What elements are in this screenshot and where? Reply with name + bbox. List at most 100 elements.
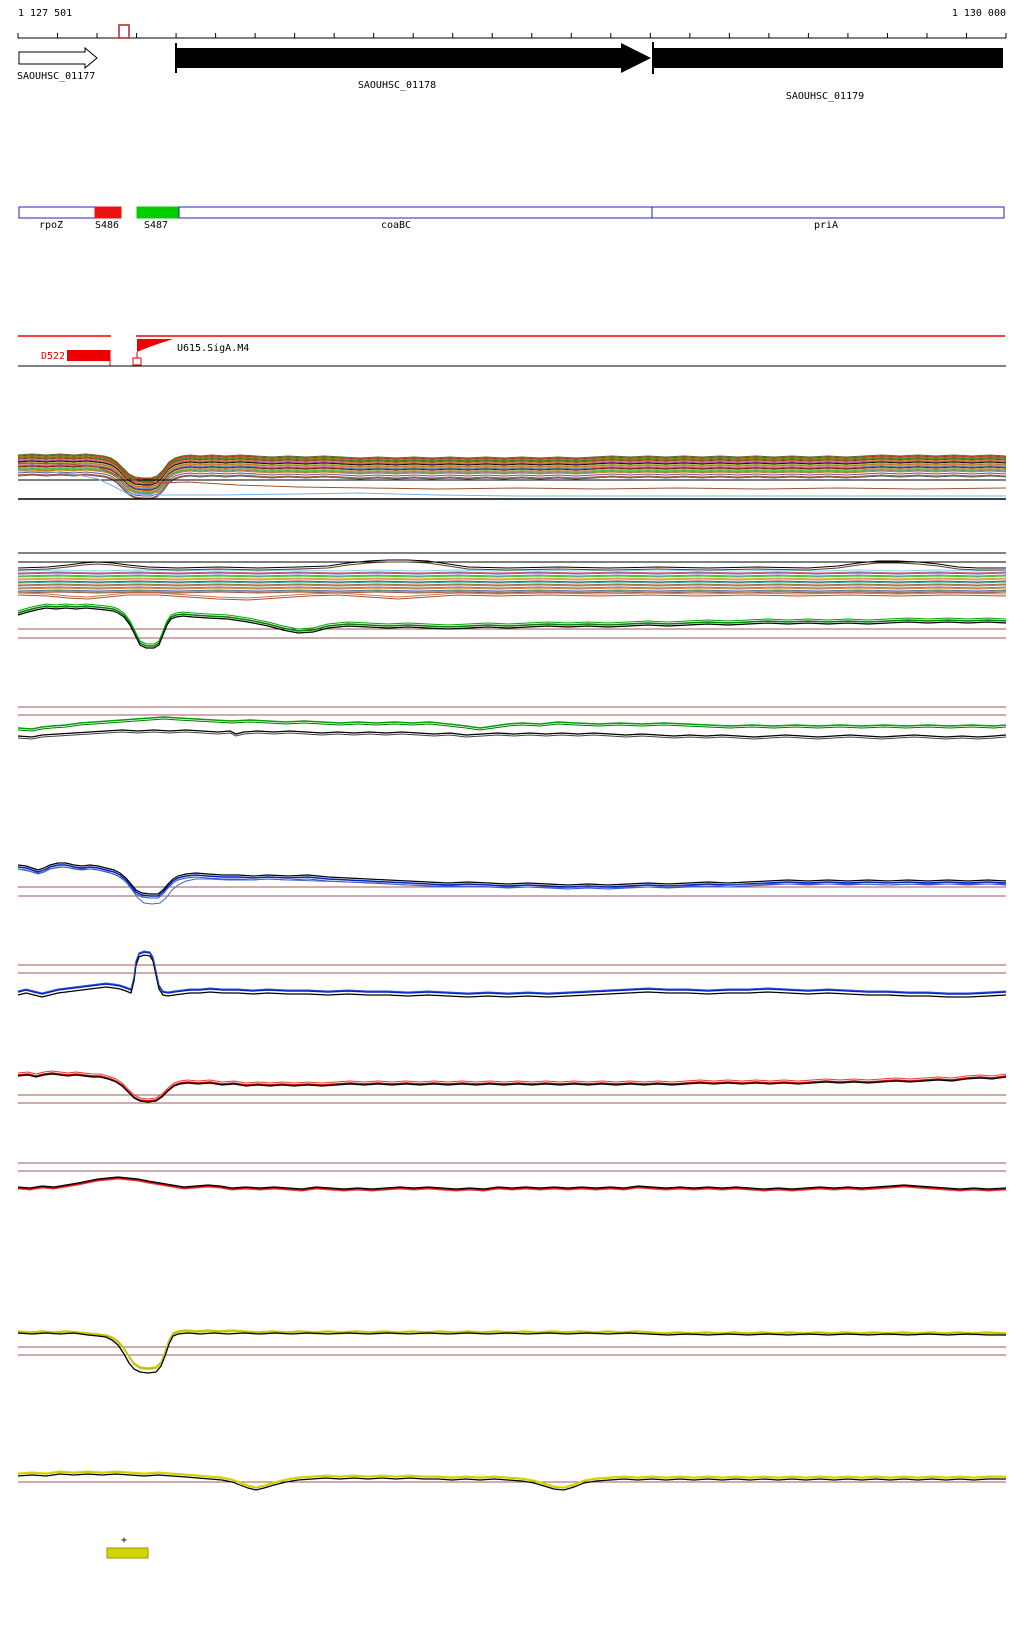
- signal-track-coverage-bundle-all: [17, 453, 1007, 500]
- annotation-feature-S486[interactable]: [94, 206, 122, 219]
- gene-label: SAOUHSC_01177: [17, 71, 95, 82]
- signal-line: [17, 731, 1007, 740]
- sigma-site-box[interactable]: [67, 350, 110, 361]
- signal-line: [17, 586, 1007, 589]
- signal-line: [17, 603, 1007, 645]
- signal-line: [17, 469, 1007, 495]
- signal-line: [17, 574, 1007, 577]
- signal-track-green-gray-pair: [17, 706, 1007, 740]
- signal-line: [17, 866, 1006, 905]
- signal-track-yellow-track-dip: [17, 1329, 1007, 1374]
- signal-track-red-track-flat: [17, 1162, 1007, 1192]
- signal-line: [17, 716, 1007, 730]
- signal-line: [17, 954, 1007, 998]
- signal-line: [17, 587, 1007, 590]
- signal-track-blue-track-dip: [17, 862, 1007, 905]
- signal-line: [17, 1473, 1006, 1491]
- signal-line: [17, 455, 1007, 481]
- ruler-end-coordinate: 1 130 000: [951, 8, 1006, 19]
- signal-line: [17, 561, 1006, 571]
- tss-open-square[interactable]: [132, 357, 142, 366]
- signal-line: [17, 463, 1007, 489]
- annotation-label: S487: [144, 220, 168, 231]
- signal-line: [17, 578, 1007, 581]
- signal-line: [17, 559, 1006, 569]
- tss-label: U615.SigA.M4: [177, 343, 249, 354]
- gene-label: SAOUHSC_01179: [786, 91, 864, 102]
- signal-line: [17, 572, 1007, 575]
- gene-body[interactable]: [653, 48, 1003, 68]
- signal-line: [17, 607, 1007, 649]
- signal-line: [17, 1470, 1006, 1488]
- annotation-feature-S487[interactable]: [136, 206, 180, 219]
- signal-line: [17, 471, 1007, 497]
- signal-line: [17, 464, 1007, 490]
- signal-line: [17, 474, 1007, 500]
- annotation-feature-coaBC[interactable]: [178, 206, 653, 219]
- signal-line: [17, 460, 1007, 486]
- legend-plus-strand-label: +: [121, 1535, 127, 1546]
- gene-label: SAOUHSC_01178: [358, 80, 436, 91]
- signal-line: [17, 575, 1007, 578]
- signal-line: [17, 470, 1006, 497]
- signal-line: [17, 951, 1007, 995]
- signal-line: [17, 589, 1007, 592]
- signal-line: [17, 950, 1007, 994]
- signal-line: [17, 571, 1007, 574]
- signal-line: [17, 590, 1007, 593]
- signal-track-blue-track-spike: [17, 950, 1007, 998]
- signal-line: [17, 465, 1007, 491]
- signal-line: [17, 1178, 1007, 1192]
- signal-line: [17, 462, 1007, 488]
- signal-line: [17, 467, 1007, 493]
- signal-line: [17, 468, 1007, 494]
- signal-line: [17, 864, 1007, 897]
- signal-line: [17, 592, 1007, 599]
- ruler-start-coordinate: 1 127 501: [18, 8, 73, 19]
- signal-line: [17, 605, 1007, 647]
- annotation-feature-priA[interactable]: [651, 206, 1005, 219]
- signal-line: [17, 594, 1007, 601]
- signal-line: [17, 718, 1007, 732]
- signal-line: [17, 580, 1007, 583]
- signal-line: [17, 456, 1007, 482]
- signal-line: [17, 1070, 1007, 1100]
- signal-line: [17, 453, 1007, 479]
- signal-track-red-track-dip: [17, 1070, 1007, 1104]
- signal-line: [17, 454, 1007, 480]
- tss-flag[interactable]: [137, 339, 173, 352]
- signal-line: [17, 584, 1007, 587]
- signal-line: [17, 577, 1007, 580]
- annotation-label: coaBC: [381, 220, 411, 231]
- signal-line: [17, 729, 1007, 738]
- annotation-label: rpoZ: [39, 220, 63, 231]
- signal-line: [17, 1176, 1007, 1190]
- signal-line: [17, 581, 1007, 584]
- signal-line: [17, 583, 1007, 586]
- signal-track-yellow-track-flat: [17, 1470, 1006, 1491]
- legend-color-swatch[interactable]: [106, 1547, 149, 1559]
- signal-line: [17, 569, 1007, 572]
- signal-line: [17, 462, 1007, 490]
- signal-line: [17, 1332, 1006, 1374]
- signal-line: [17, 591, 1007, 594]
- annotation-feature-rpoZ[interactable]: [18, 206, 96, 219]
- gene-body[interactable]: [176, 48, 621, 68]
- signal-line: [17, 1073, 1007, 1103]
- signal-line: [17, 1471, 1006, 1489]
- signal-track-dense-band-and-green-dip: [17, 552, 1007, 649]
- gene-arrowhead: [621, 43, 651, 73]
- annotation-label: priA: [814, 220, 838, 231]
- signal-line: [17, 1177, 1007, 1191]
- gene-arrow-open[interactable]: [18, 46, 98, 70]
- annotation-label: S486: [95, 220, 119, 231]
- signal-line: [17, 1072, 1007, 1102]
- signal-line: [17, 461, 1007, 487]
- signal-line: [17, 466, 1007, 492]
- signal-line: [17, 1329, 1007, 1369]
- sigma-site-label: D522: [41, 351, 65, 362]
- ruler-selection-marker[interactable]: [118, 24, 130, 39]
- signal-line: [17, 862, 1007, 895]
